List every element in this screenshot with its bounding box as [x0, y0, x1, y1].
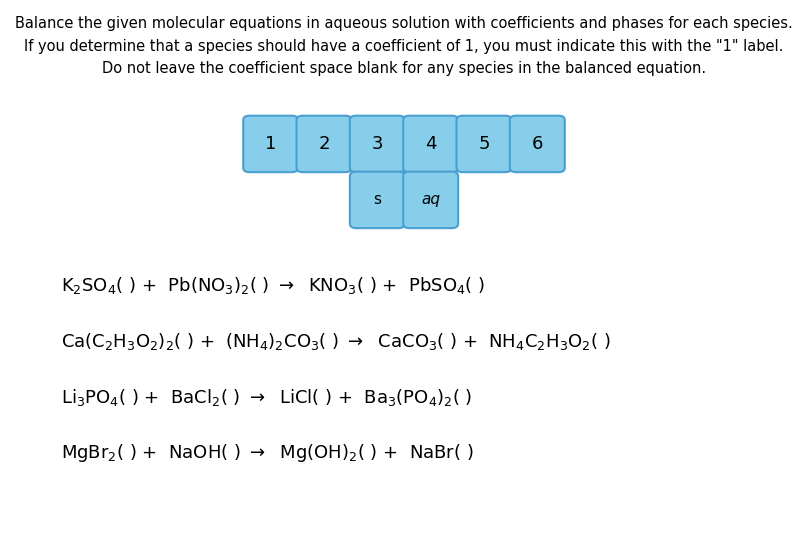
- Text: aq: aq: [421, 192, 440, 207]
- Text: 1: 1: [265, 135, 276, 153]
- Text: Ca(C$_2$H$_3$O$_2$)$_2$( ) +  (NH$_4$)$_2$CO$_3$( ) $\rightarrow$  CaCO$_3$( ) +: Ca(C$_2$H$_3$O$_2$)$_2$( ) + (NH$_4$)$_2…: [61, 330, 610, 352]
- Text: 3: 3: [372, 135, 383, 153]
- Text: Li$_3$PO$_4$( ) +  BaCl$_2$( ) $\rightarrow$  LiCl( ) +  Ba$_3$(PO$_4$)$_2$( ): Li$_3$PO$_4$( ) + BaCl$_2$( ) $\rightarr…: [61, 386, 472, 408]
- Text: 6: 6: [532, 135, 543, 153]
- Text: MgBr$_2$( ) +  NaOH( ) $\rightarrow$  Mg(OH)$_2$( ) +  NaBr( ): MgBr$_2$( ) + NaOH( ) $\rightarrow$ Mg(O…: [61, 442, 473, 464]
- Text: K$_2$SO$_4$( ) +  Pb(NO$_3$)$_2$( ) $\rightarrow$  KNO$_3$( ) +  PbSO$_4$( ): K$_2$SO$_4$( ) + Pb(NO$_3$)$_2$( ) $\rig…: [61, 274, 485, 296]
- Text: 5: 5: [478, 135, 490, 153]
- FancyBboxPatch shape: [350, 172, 405, 228]
- Text: Do not leave the coefficient space blank for any species in the balanced equatio: Do not leave the coefficient space blank…: [102, 61, 706, 76]
- Text: Balance the given molecular equations in aqueous solution with coefficients and : Balance the given molecular equations in…: [15, 17, 793, 31]
- Text: 2: 2: [318, 135, 330, 153]
- FancyBboxPatch shape: [243, 116, 298, 172]
- FancyBboxPatch shape: [350, 116, 405, 172]
- FancyBboxPatch shape: [457, 116, 511, 172]
- FancyBboxPatch shape: [510, 116, 565, 172]
- Text: s: s: [373, 192, 381, 207]
- FancyBboxPatch shape: [403, 116, 458, 172]
- Text: 4: 4: [425, 135, 436, 153]
- Text: If you determine that a species should have a coefficient of 1, you must indicat: If you determine that a species should h…: [24, 39, 784, 54]
- FancyBboxPatch shape: [297, 116, 351, 172]
- FancyBboxPatch shape: [403, 172, 458, 228]
